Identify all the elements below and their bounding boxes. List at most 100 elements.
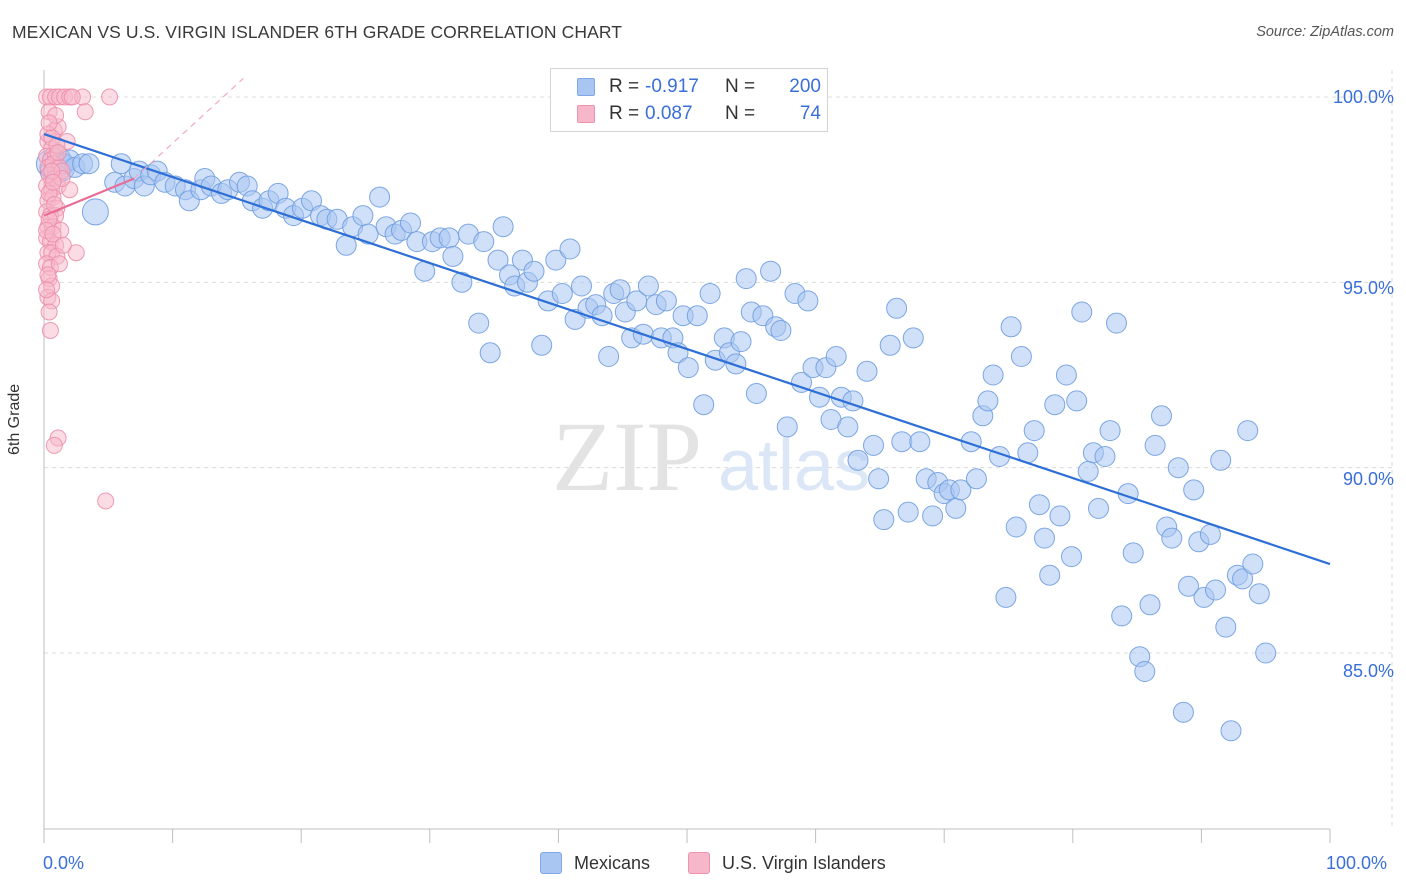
point-mexicans bbox=[1106, 312, 1127, 334]
bottom-legend-label: U.S. Virgin Islanders bbox=[722, 852, 886, 873]
point-mexicans bbox=[1232, 568, 1254, 590]
point-mexicans bbox=[776, 416, 798, 438]
point-mexicans bbox=[847, 449, 869, 471]
point-mexicans bbox=[357, 223, 379, 245]
point-mexicans bbox=[1111, 605, 1133, 627]
bottom-legend-label: Mexicans bbox=[574, 852, 651, 873]
point-mexicans bbox=[873, 509, 895, 531]
point-virgin-islanders bbox=[45, 436, 63, 454]
point-mexicans bbox=[551, 283, 573, 304]
point-mexicans bbox=[1144, 434, 1166, 456]
point-mexicans bbox=[977, 390, 999, 412]
point-mexicans bbox=[442, 245, 464, 267]
point-virgin-islanders bbox=[101, 88, 119, 106]
point-virgin-islanders bbox=[67, 244, 85, 262]
point-mexicans bbox=[1010, 346, 1032, 367]
point-virgin-islanders bbox=[63, 88, 81, 106]
point-mexicans bbox=[837, 416, 859, 438]
point-virgin-islanders bbox=[44, 173, 62, 191]
point-mexicans bbox=[523, 260, 545, 282]
point-mexicans bbox=[1071, 301, 1093, 323]
bottom-legend-virgin-islanders: U.S. Virgin Islanders bbox=[688, 852, 886, 874]
point-mexicans bbox=[1000, 316, 1022, 338]
trend-line-virgin-islanders bbox=[43, 177, 135, 217]
chart-title: MEXICAN VS U.S. VIRGIN ISLANDER 6TH GRAD… bbox=[12, 22, 623, 42]
legend-r-value: 0.087 bbox=[645, 103, 693, 124]
point-mexicans bbox=[677, 357, 699, 379]
point-mexicans bbox=[78, 153, 100, 175]
legend-n-label: N = bbox=[725, 76, 756, 97]
point-mexicans bbox=[655, 290, 677, 312]
point-mexicans bbox=[693, 394, 715, 416]
point-mexicans bbox=[1248, 583, 1270, 605]
point-virgin-islanders bbox=[41, 322, 59, 339]
point-mexicans bbox=[1044, 394, 1066, 416]
point-mexicans bbox=[1255, 642, 1277, 664]
point-virgin-islanders bbox=[40, 303, 58, 321]
point-mexicans bbox=[1099, 420, 1121, 442]
legend-r-label: R = bbox=[609, 103, 640, 124]
y-axis-label: 6th Grade bbox=[6, 383, 23, 455]
point-mexicans bbox=[797, 290, 819, 312]
point-mexicans bbox=[1139, 594, 1161, 616]
legend-n-value: 74 bbox=[799, 103, 821, 124]
trend-line-mexicans bbox=[43, 133, 1331, 566]
point-mexicans bbox=[825, 346, 847, 367]
point-mexicans bbox=[559, 238, 581, 260]
point-mexicans bbox=[725, 353, 747, 375]
point-mexicans bbox=[591, 305, 613, 327]
point-mexicans bbox=[369, 186, 391, 208]
point-mexicans bbox=[451, 271, 473, 293]
point-virgin-islanders bbox=[76, 103, 94, 121]
point-mexicans bbox=[1034, 527, 1055, 549]
point-mexicans bbox=[438, 227, 460, 249]
point-mexicans bbox=[492, 216, 514, 238]
y-tick-label: 85.0% bbox=[1342, 661, 1394, 681]
point-mexicans bbox=[1134, 661, 1156, 682]
series-virgin-islanders bbox=[38, 88, 119, 510]
point-mexicans bbox=[531, 334, 553, 356]
bottom-legend-swatch-virgin-islanders bbox=[688, 852, 710, 874]
point-mexicans bbox=[1049, 505, 1071, 527]
point-mexicans bbox=[479, 342, 501, 364]
legend-r-label: R = bbox=[609, 76, 640, 97]
legend-swatch-virgin-islanders bbox=[577, 105, 595, 123]
y-tick-label: 95.0% bbox=[1342, 278, 1394, 298]
point-virgin-islanders bbox=[54, 236, 72, 254]
point-mexicans bbox=[886, 297, 908, 319]
point-mexicans bbox=[760, 260, 782, 282]
legend-row-mexicans: R = -0.917 N = 200 bbox=[577, 75, 821, 99]
point-mexicans bbox=[1161, 527, 1183, 549]
point-mexicans bbox=[1237, 420, 1259, 442]
x-tick-label: 100.0% bbox=[1326, 853, 1388, 873]
trend-lines bbox=[43, 78, 1331, 566]
point-mexicans bbox=[879, 334, 901, 356]
point-mexicans bbox=[1220, 720, 1242, 742]
point-mexicans bbox=[868, 468, 890, 490]
point-mexicans bbox=[770, 320, 792, 341]
point-virgin-islanders bbox=[50, 255, 68, 273]
point-mexicans bbox=[1077, 460, 1099, 482]
point-mexicans bbox=[1167, 457, 1189, 479]
correlation-legend: R = -0.917 N = 200 R = 0.087 N = 74 bbox=[550, 68, 828, 132]
point-mexicans bbox=[468, 312, 490, 334]
point-mexicans bbox=[909, 431, 931, 453]
series-mexicans bbox=[35, 145, 1277, 742]
point-mexicans bbox=[735, 268, 757, 290]
point-mexicans bbox=[487, 249, 509, 271]
point-mexicans bbox=[545, 249, 567, 271]
point-mexicans bbox=[81, 198, 109, 226]
watermark: ZIP atlas bbox=[552, 401, 870, 512]
point-mexicans bbox=[352, 205, 374, 227]
point-mexicans bbox=[982, 364, 1004, 386]
point-mexicans bbox=[598, 346, 620, 367]
point-mexicans bbox=[891, 431, 913, 453]
point-mexicans bbox=[473, 231, 495, 253]
point-virgin-islanders bbox=[44, 225, 62, 243]
legend-row-virgin-islanders: R = 0.087 N = 74 bbox=[577, 102, 821, 126]
watermark-zip: ZIP bbox=[552, 401, 702, 512]
point-mexicans bbox=[1023, 420, 1045, 442]
point-mexicans bbox=[950, 479, 972, 501]
point-mexicans bbox=[1055, 364, 1077, 386]
